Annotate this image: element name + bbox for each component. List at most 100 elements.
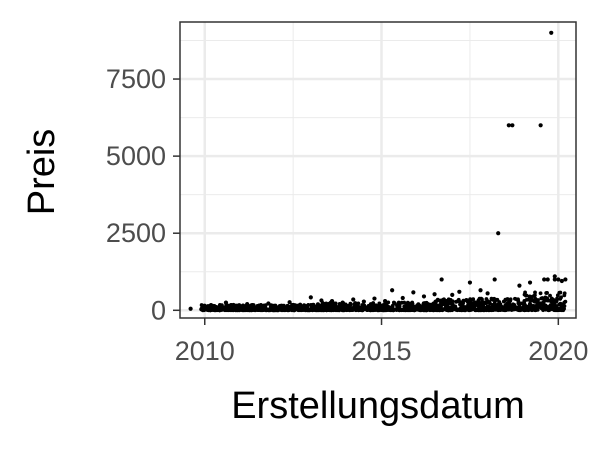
- data-point: [262, 303, 266, 308]
- data-point: [454, 307, 459, 312]
- data-point: [237, 308, 242, 313]
- y-tick-label: 2500: [106, 218, 166, 248]
- data-point: [329, 308, 334, 313]
- data-point: [220, 307, 225, 312]
- data-point: [269, 303, 274, 308]
- data-point: [512, 305, 516, 310]
- data-point: [454, 299, 459, 304]
- data-point: [398, 307, 403, 312]
- data-point: [472, 306, 477, 311]
- data-point: [348, 303, 353, 308]
- data-point: [514, 297, 519, 302]
- data-point: [319, 308, 324, 313]
- data-point: [202, 303, 207, 308]
- data-point: [517, 283, 522, 288]
- data-point: [246, 308, 251, 313]
- data-point: [355, 303, 360, 308]
- data-point: [219, 303, 224, 308]
- data-point: [483, 301, 488, 306]
- data-point: [340, 300, 345, 305]
- data-point: [449, 299, 454, 304]
- data-point: [395, 306, 400, 311]
- data-point: [417, 303, 422, 308]
- data-point: [249, 303, 254, 308]
- data-point: [382, 298, 388, 304]
- data-point: [461, 304, 466, 309]
- data-point: [315, 302, 320, 307]
- data-point: [467, 303, 472, 308]
- data-point: [353, 301, 358, 305]
- data-point: [431, 308, 436, 313]
- data-point: [427, 302, 432, 307]
- data-point: [548, 306, 553, 311]
- data-point: [563, 277, 568, 282]
- data-point: [360, 303, 365, 307]
- data-point: [351, 297, 356, 302]
- data-point: [562, 293, 567, 298]
- data-point: [544, 305, 548, 309]
- data-point: [199, 303, 204, 307]
- data-point: [479, 308, 484, 313]
- data-point: [241, 305, 246, 309]
- data-point: [439, 277, 444, 282]
- data-point: [319, 298, 324, 303]
- data-point: [545, 296, 550, 301]
- data-point: [245, 302, 250, 307]
- data-point: [497, 303, 502, 308]
- y-axis-ticks: 0 2500 5000 7500: [106, 64, 180, 325]
- x-tick-label: 2015: [351, 336, 411, 366]
- data-point: [435, 305, 440, 310]
- panel-border: [179, 21, 577, 319]
- data-point: [559, 302, 564, 307]
- data-point: [552, 274, 557, 279]
- data-point: [390, 288, 395, 293]
- data-point: [484, 297, 489, 301]
- data-point: [329, 298, 335, 304]
- data-point: [267, 308, 272, 313]
- data-point: [331, 303, 336, 308]
- y-tick-label: 7500: [106, 64, 166, 94]
- data-point: [541, 303, 546, 307]
- data-point: [526, 297, 531, 302]
- data-point: [272, 308, 277, 313]
- data-point: [371, 301, 376, 305]
- data-point: [402, 300, 407, 305]
- data-point: [266, 301, 271, 306]
- data-point: [531, 294, 536, 298]
- data-point: [311, 307, 315, 312]
- data-point: [361, 299, 366, 304]
- data-point: [450, 292, 455, 297]
- data-point: [459, 308, 464, 313]
- data-point: [524, 305, 529, 310]
- data-point: [506, 123, 511, 128]
- data-point: [206, 304, 211, 309]
- data-point: [533, 290, 537, 295]
- data-point: [563, 299, 568, 304]
- data-point: [555, 297, 559, 302]
- y-tick-label: 5000: [106, 141, 166, 171]
- data-point: [433, 299, 438, 304]
- data-point: [223, 300, 229, 305]
- data-point: [379, 303, 384, 308]
- data-point: [308, 295, 313, 300]
- data-point: [528, 301, 532, 306]
- x-axis-ticks: 2010 2015 2020: [175, 318, 588, 366]
- data-point: [303, 306, 308, 311]
- data-point: [256, 308, 260, 313]
- data-point: [225, 303, 229, 308]
- data-point: [359, 307, 364, 312]
- y-tick-label: 0: [151, 295, 166, 325]
- data-point: [292, 308, 297, 313]
- data-point: [188, 306, 193, 311]
- data-point: [411, 290, 416, 295]
- data-point: [353, 307, 358, 312]
- data-point: [482, 307, 487, 312]
- data-point: [556, 277, 561, 282]
- data-point: [325, 307, 330, 312]
- x-axis-title: Erstellungsdatum: [231, 385, 525, 427]
- data-point: [314, 304, 318, 309]
- data-point: [478, 288, 483, 293]
- data-point: [405, 300, 410, 305]
- data-point: [207, 308, 211, 312]
- data-point: [374, 304, 379, 308]
